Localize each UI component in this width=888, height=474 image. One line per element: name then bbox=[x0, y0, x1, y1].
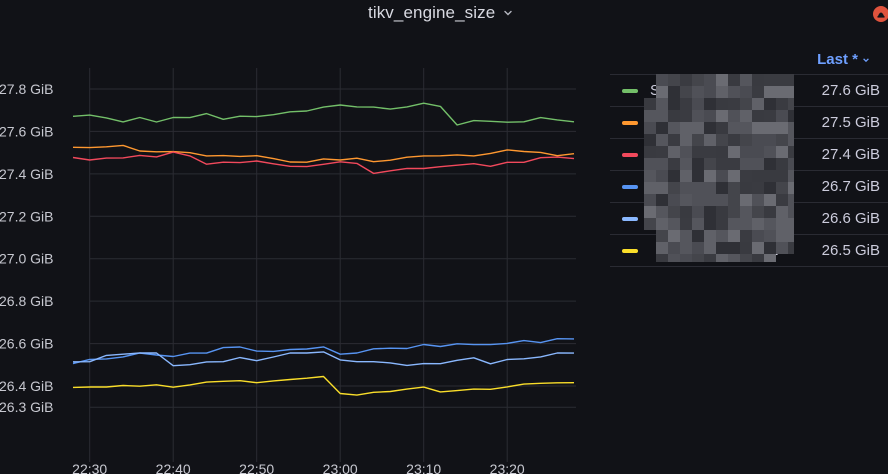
legend-series-name: SV bbox=[650, 82, 671, 99]
alert-icon[interactable] bbox=[872, 5, 888, 23]
panel-title: tikv_engine_size bbox=[368, 3, 496, 22]
legend-row[interactable]: S 26.6 GiB bbox=[610, 202, 888, 234]
legend-series-name: S bbox=[650, 210, 661, 227]
legend-series-name-suffix: 2 bbox=[770, 114, 779, 131]
series-line-1[interactable] bbox=[72, 102, 575, 126]
series-lines bbox=[72, 102, 575, 396]
y-tick-label: 26.3 GiB bbox=[0, 399, 53, 415]
y-tick-label: 26.8 GiB bbox=[0, 293, 53, 309]
x-tick-label: 22:40 bbox=[156, 461, 191, 474]
y-tick-label: 27.0 GiB bbox=[0, 251, 53, 267]
legend-row[interactable]: J 2 27.4 GiB bbox=[610, 138, 888, 170]
series-line-5[interactable] bbox=[72, 351, 575, 367]
y-tick-label: 27.2 GiB bbox=[0, 208, 53, 224]
legend-row[interactable]: 2 27.5 GiB bbox=[610, 106, 888, 138]
x-tick-label: 23:10 bbox=[406, 461, 441, 474]
panel-header: tikv_engine_size bbox=[0, 0, 888, 30]
chart-grid bbox=[89, 68, 576, 462]
chevron-down-icon bbox=[504, 10, 512, 16]
legend-column-title: Last * bbox=[817, 51, 858, 68]
legend-last-value: 27.6 GiB bbox=[821, 82, 880, 99]
y-tick-label: 27.6 GiB bbox=[0, 123, 53, 139]
chevron-down-icon bbox=[863, 57, 869, 62]
series-line-6[interactable] bbox=[72, 375, 575, 396]
y-tick-label: 27.8 GiB bbox=[0, 81, 53, 97]
legend-swatch bbox=[622, 152, 638, 157]
series-line-4[interactable] bbox=[72, 338, 575, 365]
legend-row[interactable]: S 26.7 GiB bbox=[610, 170, 888, 202]
legend-table: Last * SV 12 27.6 GiB 2 27.5 GiB J 2 27.4 GiB S 2… bbox=[610, 48, 888, 267]
x-tick-label: 22:30 bbox=[72, 461, 107, 474]
legend-swatch bbox=[622, 184, 638, 189]
legend-swatch bbox=[622, 120, 638, 125]
legend-row[interactable]: 2 26.5 GiB bbox=[610, 234, 888, 267]
legend-series-name-suffix: 2 bbox=[770, 242, 779, 259]
legend-swatch bbox=[622, 216, 638, 221]
legend-series-name-suffix: 2 bbox=[770, 146, 779, 163]
x-tick-label: 23:00 bbox=[323, 461, 358, 474]
legend-swatch bbox=[622, 88, 638, 93]
legend-last-value: 26.6 GiB bbox=[821, 210, 880, 227]
x-tick-label: 23:20 bbox=[490, 461, 525, 474]
legend-row[interactable]: SV 12 27.6 GiB bbox=[610, 74, 888, 106]
legend-last-value: 27.4 GiB bbox=[821, 146, 880, 163]
panel-title-menu[interactable]: tikv_engine_size bbox=[368, 3, 513, 23]
legend-header: Last * bbox=[610, 48, 888, 74]
series-line-2[interactable] bbox=[72, 144, 575, 163]
legend-rows: SV 12 27.6 GiB 2 27.5 GiB J 2 27.4 GiB S 26.7 GiB… bbox=[610, 74, 888, 267]
y-tick-label: 27.4 GiB bbox=[0, 166, 53, 182]
y-axis: 27.8 GiB 27.6 GiB 27.4 GiB 27.2 GiB 27.0 GiB… bbox=[0, 81, 53, 415]
series-line-3[interactable] bbox=[72, 151, 575, 175]
legend-series-name-suffix: 12 bbox=[770, 82, 787, 99]
y-tick-label: 26.4 GiB bbox=[0, 378, 53, 394]
x-tick-label: 22:50 bbox=[239, 461, 274, 474]
legend-series-name: S bbox=[650, 178, 661, 195]
legend-swatch bbox=[622, 248, 638, 253]
x-axis: 22:30 22:40 22:50 23:00 23:10 23:20 bbox=[72, 461, 525, 474]
legend-last-value: 26.7 GiB bbox=[821, 178, 880, 195]
legend-last-value: 27.5 GiB bbox=[821, 114, 880, 131]
legend-last-value: 26.5 GiB bbox=[821, 242, 880, 259]
legend-sort-last[interactable]: Last * bbox=[817, 51, 870, 68]
y-tick-label: 26.6 GiB bbox=[0, 336, 53, 352]
legend-series-name: J bbox=[650, 146, 658, 163]
